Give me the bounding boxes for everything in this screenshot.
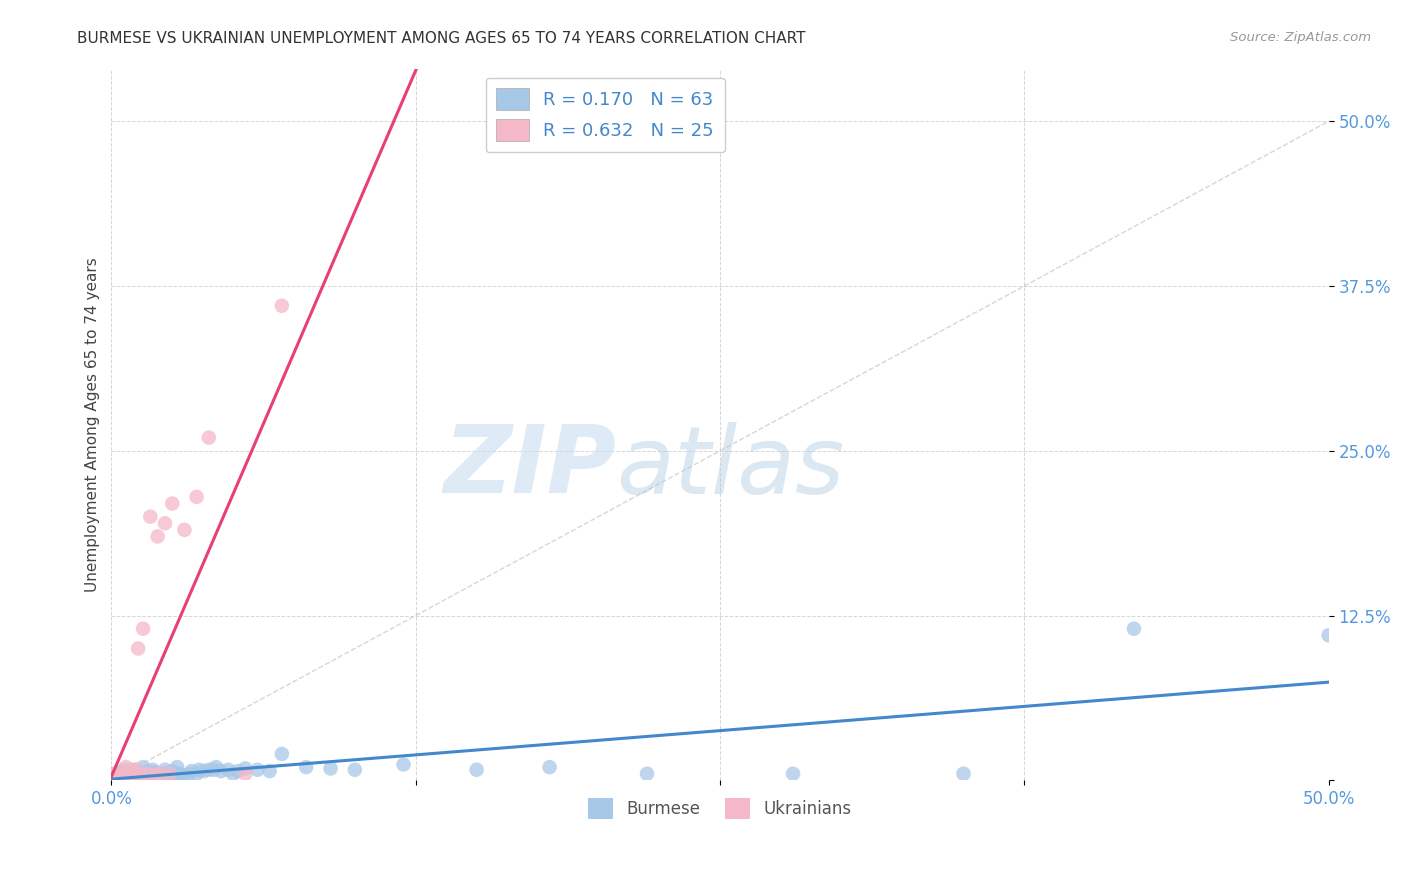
Point (197, 763, 219, 777)
Legend: Burmese, Ukrainians: Burmese, Ukrainians (582, 792, 859, 825)
Point (465, 763, 488, 777)
Point (343, 763, 366, 777)
Point (146, 529, 169, 543)
Point (1317, 628, 1340, 642)
Point (169, 766, 191, 780)
Point (132, 766, 155, 780)
Point (115, 760, 138, 774)
Point (127, 641, 149, 656)
Point (209, 764, 232, 778)
Point (1122, 622, 1144, 636)
Point (112, 768, 135, 782)
Point (105, 769, 128, 783)
Point (120, 763, 142, 777)
Point (142, 763, 165, 777)
Point (139, 509, 162, 524)
Point (162, 764, 184, 778)
Point (163, 768, 186, 782)
Point (100, 768, 122, 782)
Point (159, 769, 181, 783)
Point (120, 766, 142, 780)
Point (117, 769, 139, 783)
Point (152, 768, 174, 782)
Point (205, 760, 228, 774)
Point (149, 766, 172, 780)
Text: ZIP: ZIP (444, 421, 617, 513)
Point (319, 761, 342, 775)
Point (222, 766, 245, 780)
Point (156, 766, 179, 780)
Point (120, 769, 142, 783)
Point (136, 766, 159, 780)
Point (143, 768, 166, 782)
Point (136, 769, 159, 783)
Point (153, 763, 176, 777)
Point (129, 769, 152, 783)
Point (173, 523, 195, 537)
Point (105, 768, 128, 782)
Point (136, 764, 159, 778)
Point (170, 768, 193, 782)
Point (162, 496, 184, 510)
Point (159, 766, 181, 780)
Text: Source: ZipAtlas.com: Source: ZipAtlas.com (1230, 31, 1371, 45)
Point (186, 766, 208, 780)
Point (122, 766, 145, 780)
Point (143, 768, 166, 782)
Point (125, 763, 148, 777)
Point (295, 760, 318, 774)
Point (112, 766, 135, 780)
Point (146, 769, 169, 783)
Text: atlas: atlas (617, 422, 845, 513)
Point (166, 760, 188, 774)
Point (217, 763, 239, 777)
Point (226, 764, 249, 778)
Point (125, 763, 148, 777)
Point (180, 764, 202, 778)
Point (270, 747, 292, 761)
Point (117, 765, 139, 780)
Point (392, 757, 415, 772)
Point (636, 766, 658, 780)
Point (153, 516, 176, 531)
Point (110, 769, 132, 783)
Point (202, 763, 225, 777)
Point (115, 768, 138, 782)
Point (127, 768, 149, 782)
Point (107, 766, 129, 780)
Point (139, 766, 162, 780)
Point (107, 766, 129, 780)
Point (129, 766, 152, 780)
Point (143, 765, 166, 780)
Point (186, 490, 208, 504)
Point (179, 766, 201, 780)
Point (233, 761, 256, 775)
Point (173, 769, 195, 783)
Point (538, 760, 561, 774)
Point (270, 299, 292, 313)
Point (149, 766, 172, 780)
Point (233, 766, 256, 780)
Point (197, 431, 219, 445)
Text: BURMESE VS UKRAINIAN UNEMPLOYMENT AMONG AGES 65 TO 74 YEARS CORRELATION CHART: BURMESE VS UKRAINIAN UNEMPLOYMENT AMONG … (77, 31, 806, 46)
Point (188, 763, 211, 777)
Point (112, 763, 135, 777)
Point (125, 766, 148, 780)
Point (952, 766, 974, 780)
Point (132, 760, 155, 774)
Y-axis label: Unemployment Among Ages 65 to 74 years: Unemployment Among Ages 65 to 74 years (86, 257, 100, 591)
Point (246, 763, 269, 777)
Point (132, 622, 155, 636)
Point (193, 764, 215, 778)
Point (134, 768, 156, 782)
Point (100, 766, 122, 780)
Point (259, 764, 281, 778)
Point (122, 768, 145, 782)
Point (782, 766, 804, 780)
